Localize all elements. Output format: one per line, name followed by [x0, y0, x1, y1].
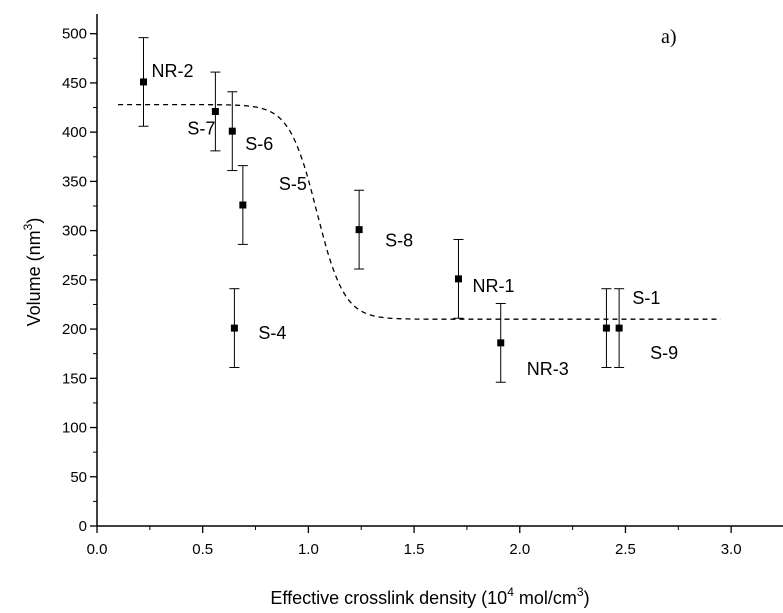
point-marker	[230, 324, 238, 332]
y-tick-label: 500	[62, 26, 87, 43]
x-tick-label: 0.5	[192, 541, 213, 558]
y-tick-label: 400	[62, 124, 87, 141]
axes	[96, 14, 783, 527]
y-tick-label: 450	[62, 75, 87, 92]
data-point: S-8	[354, 189, 413, 270]
x-tick-label: 2.0	[509, 541, 530, 558]
point-marker	[615, 324, 623, 332]
y-ticks: 0 50 100 150 200 250 300 350 400 450 500	[62, 26, 97, 535]
point-marker	[497, 339, 505, 347]
data-point: S-7	[187, 71, 221, 152]
point-label: NR-1	[472, 276, 514, 296]
x-tick-label: 0.0	[87, 541, 108, 558]
data-point: NR-1	[453, 238, 514, 319]
x-tick-label: 1.5	[404, 541, 425, 558]
data-points: NR-2 S-7 S-6 S-5 S-4 S-8 NR-1 NR-3 S-1 S-9	[138, 37, 678, 383]
data-point: S-9	[614, 288, 678, 368]
point-label: S-8	[385, 231, 413, 251]
x-ticks: 0.0 0.5 1.0 1.5 2.0 2.5 3.0	[87, 526, 742, 558]
y-tick-label: 300	[62, 223, 87, 240]
y-tick-label: 200	[62, 321, 87, 338]
y-tick-label: 50	[70, 469, 87, 486]
data-point: NR-2	[138, 37, 194, 127]
data-point: S-5	[237, 165, 307, 245]
point-label: S-4	[258, 323, 286, 343]
point-marker	[140, 78, 148, 86]
point-label: S-6	[245, 134, 273, 154]
point-marker	[355, 226, 363, 234]
point-label: S-7	[187, 118, 215, 138]
point-label: S-5	[279, 174, 307, 194]
point-label: S-1	[632, 288, 660, 308]
x-tick-label: 2.5	[615, 541, 636, 558]
point-label: NR-3	[527, 359, 569, 379]
y-axis-label: Volume (nm3)	[21, 218, 44, 327]
y-tick-label: 250	[62, 272, 87, 289]
point-label: NR-2	[152, 61, 194, 81]
point-label: S-9	[650, 343, 678, 363]
panel-label: a)	[661, 26, 677, 48]
data-point: S-1	[601, 288, 660, 368]
y-tick-label: 150	[62, 370, 87, 387]
y-tick-label: 350	[62, 173, 87, 190]
point-marker	[454, 275, 462, 283]
x-axis-label: Effective crosslink density (104 mol/cm3…	[270, 585, 589, 608]
point-marker	[211, 107, 219, 115]
data-point: NR-3	[495, 302, 569, 383]
x-tick-label: 1.0	[298, 541, 319, 558]
y-tick-label: 100	[62, 420, 87, 437]
minor-ticks	[93, 57, 679, 530]
fit-curve	[118, 103, 721, 320]
data-point: S-4	[229, 288, 286, 368]
point-marker	[228, 127, 236, 135]
point-marker	[602, 324, 610, 332]
data-point: S-6	[227, 91, 273, 172]
y-tick-label: 0	[79, 518, 87, 535]
point-marker	[239, 201, 247, 209]
x-tick-label: 3.0	[721, 541, 742, 558]
